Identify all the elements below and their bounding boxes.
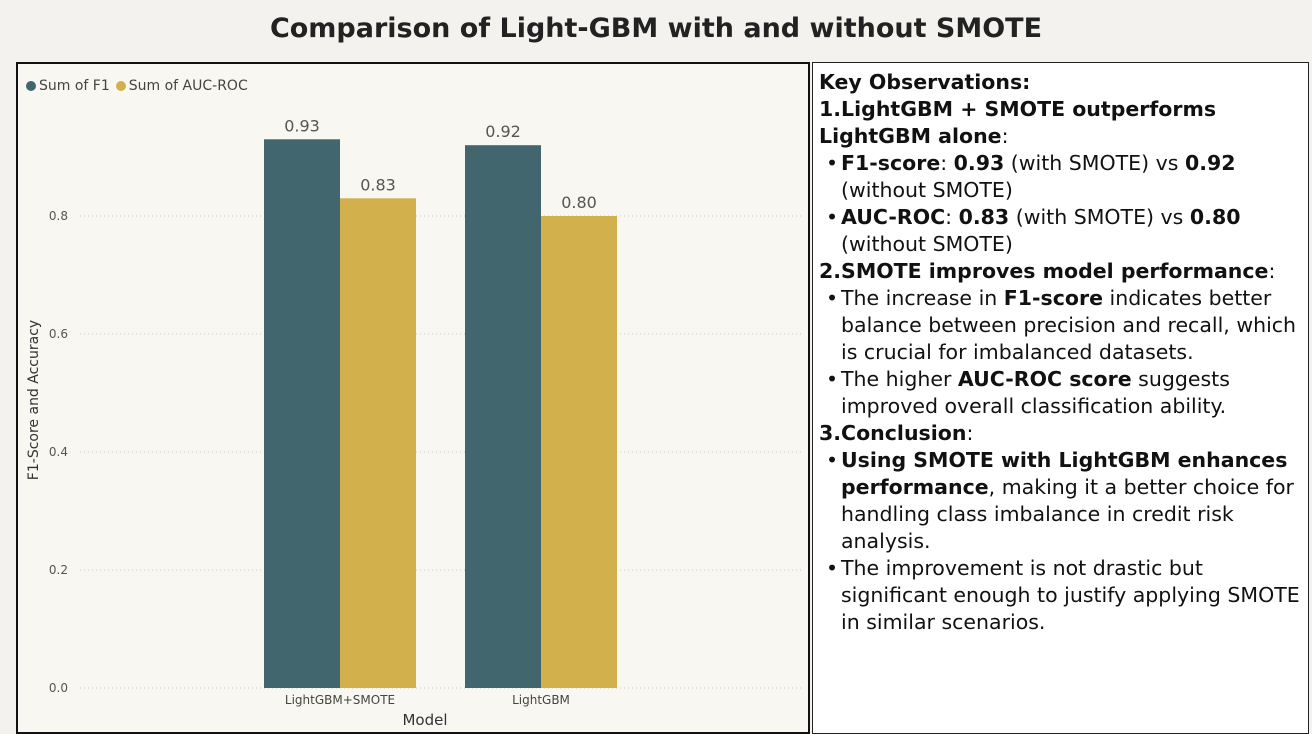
gridlines <box>80 215 803 689</box>
bullet-text-end: suggests improved overall classification… <box>841 367 1230 418</box>
bullet-dot: • <box>825 367 839 391</box>
bullet-f1-increase: • The increase in F1-score indicates bet… <box>819 285 1302 366</box>
x-axis-label: Model <box>402 711 447 729</box>
legend-item-auc[interactable]: Sum of AUC-ROC <box>115 78 248 94</box>
bullet-text-end: (without SMOTE) <box>841 232 1013 256</box>
chart-legend: Sum of F1 Sum of AUC-ROC <box>26 78 254 94</box>
section-2-title-text: 2.SMOTE improves model performance <box>819 259 1269 283</box>
legend-swatch-f1 <box>26 81 36 91</box>
bullet-dot: • <box>825 556 839 580</box>
observations-heading: Key Observations: <box>819 70 1031 94</box>
bars <box>264 139 617 689</box>
section-1-title-text: 1.LightGBM + SMOTE outperforms LightGBM … <box>819 97 1217 148</box>
bullet-auc-roc: • AUC-ROC: 0.83 (with SMOTE) vs 0.80 (wi… <box>819 204 1302 258</box>
legend-label-auc: Sum of AUC-ROC <box>128 78 248 94</box>
bar-auc-roc-0[interactable] <box>340 198 416 689</box>
bullet-bold: F1-score <box>1003 286 1104 310</box>
bullet-conclusion: • Using SMOTE with LightGBM enhances per… <box>819 447 1302 555</box>
bar-f1-1[interactable] <box>465 145 541 688</box>
bullet-dot: • <box>825 286 839 310</box>
y-tick-label: 0.8 <box>49 209 68 223</box>
bar-chart: 0.0 0.2 0.4 0.6 0.8 0.93 0.83 0.92 0.80 LightGB… <box>26 116 803 729</box>
value-without-smote: 0.80 <box>1189 205 1241 229</box>
bar-data-label: 0.80 <box>561 193 597 212</box>
section-3-title: 3.Conclusion: <box>819 421 974 445</box>
y-tick-label: 0.6 <box>49 327 68 341</box>
bar-auc-roc-1[interactable] <box>541 216 617 688</box>
bullet-dot: • <box>825 151 839 175</box>
bullet-text: (with SMOTE) vs <box>1009 205 1190 229</box>
bullet-text-end: (without SMOTE) <box>841 178 1013 202</box>
bullet-text: (with SMOTE) vs <box>1004 151 1185 175</box>
bullet-f1-score: • F1-score: 0.93 (with SMOTE) vs 0.92 (w… <box>819 150 1302 204</box>
bullet-bold: AUC-ROC score <box>957 367 1132 391</box>
bullet-dot: • <box>825 205 839 229</box>
bar-data-label: 0.83 <box>360 175 396 194</box>
value-without-smote: 0.92 <box>1184 151 1236 175</box>
value-with-smote: 0.93 <box>953 151 1005 175</box>
x-tick-label: LightGBM+SMOTE <box>285 693 395 707</box>
section-1-title: 1.LightGBM + SMOTE outperforms LightGBM … <box>819 97 1217 148</box>
bullet-text: The higher <box>841 367 958 391</box>
bar-data-labels: 0.93 0.83 0.92 0.80 <box>284 116 597 212</box>
bullet-text-end: indicates better balance between precisi… <box>841 286 1297 364</box>
bullet-improvement: • The improvement is not drastic but sig… <box>819 555 1302 636</box>
section-3-title-text: 3.Conclusion <box>819 421 967 445</box>
value-with-smote: 0.83 <box>958 205 1010 229</box>
page-title: Comparison of Light-GBM with and without… <box>269 12 1043 44</box>
y-tick-label: 0.0 <box>49 681 68 695</box>
chart-panel: Sum of F1 Sum of AUC-ROC 0.0 0.2 0.4 0.6 0.8… <box>16 62 810 734</box>
y-axis-label: F1-Score and Accuracy <box>26 320 42 480</box>
legend-label-f1: Sum of F1 <box>39 78 110 94</box>
bullet-dot: • <box>825 448 839 472</box>
bullet-auc-higher: • The higher AUC-ROC score suggests impr… <box>819 366 1302 420</box>
bar-data-label: 0.92 <box>485 122 521 141</box>
bullet-bold: Using SMOTE with LightGBM enhances perfo… <box>841 448 1288 499</box>
observations-panel: Key Observations: 1.LightGBM + SMOTE out… <box>812 62 1309 734</box>
bullet-text-end: , making it a better choice for handling… <box>841 475 1294 553</box>
y-tick-label: 0.2 <box>49 563 68 577</box>
bar-data-label: 0.93 <box>284 116 320 135</box>
bar-f1-0[interactable] <box>264 139 340 689</box>
bullet-text: The improvement is not drastic but signi… <box>841 556 1300 634</box>
bullet-label: F1-score <box>841 151 941 175</box>
y-tick-label: 0.4 <box>49 445 68 459</box>
bullet-text: The increase in <box>841 286 1004 310</box>
y-axis-ticks: 0.0 0.2 0.4 0.6 0.8 <box>49 209 68 695</box>
x-axis-ticks: LightGBM+SMOTE LightGBM <box>285 693 570 707</box>
x-tick-label: LightGBM <box>512 693 570 707</box>
legend-item-f1[interactable]: Sum of F1 <box>26 78 110 94</box>
section-2-title: 2.SMOTE improves model performance: <box>819 259 1276 283</box>
legend-swatch-auc <box>115 81 126 91</box>
bullet-label: AUC-ROC <box>841 205 946 229</box>
